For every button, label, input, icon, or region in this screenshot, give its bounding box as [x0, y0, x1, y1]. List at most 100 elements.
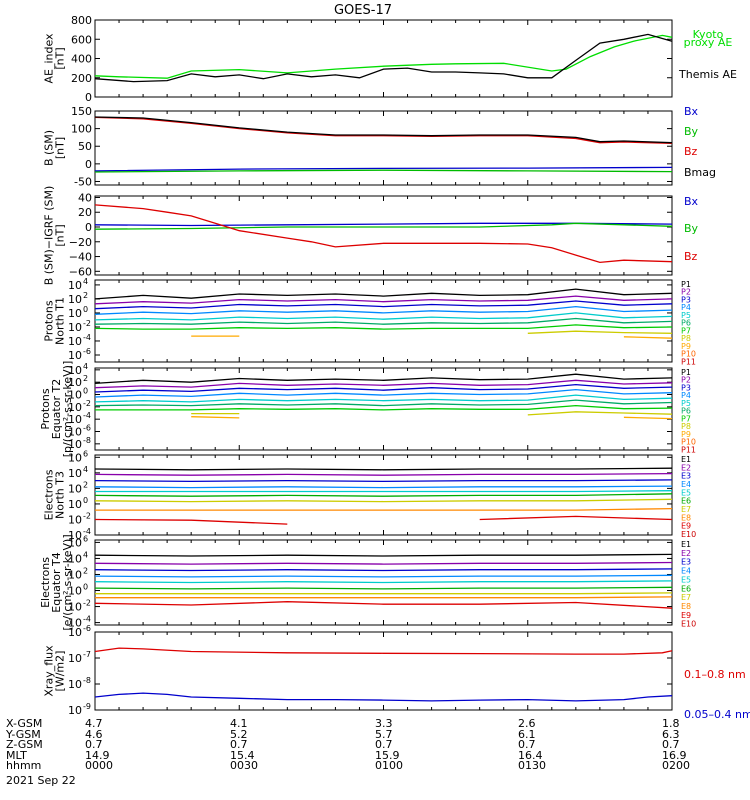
legend-entry: P11	[681, 445, 696, 454]
channel-p2	[94, 295, 673, 305]
channel-e2	[94, 472, 673, 476]
footer-value: 2.6	[518, 717, 536, 730]
y-tick-exponent: 0	[83, 387, 88, 396]
legend-entry: E3	[681, 472, 691, 481]
y-tick-label: 10	[68, 451, 82, 464]
y-tick-exponent: -6	[83, 347, 91, 356]
footer-value: 5.2	[230, 728, 248, 741]
legend-entry: P11	[681, 357, 696, 366]
footer-ephemeris: X-GSMY-GSMZ-GSMMLThhmm4.74.60.714.900004…	[5, 717, 690, 772]
legend-entry: P5	[681, 311, 691, 320]
legend-entry: P2	[681, 376, 691, 385]
footer-value: 0100	[375, 759, 403, 772]
channel-p5	[94, 312, 673, 321]
channel-p4	[94, 305, 673, 315]
footer-row-label: hhmm	[6, 759, 41, 772]
footer-value: 14.9	[85, 749, 110, 762]
series-bz	[94, 116, 673, 145]
footer-value: 15.4	[230, 749, 255, 762]
legend-entry: P4	[681, 303, 691, 312]
y-tick-label: 10	[68, 585, 82, 598]
date-label: 2021 Sep 22	[6, 774, 76, 787]
y-tick-label: 10	[68, 389, 82, 402]
series-by	[94, 169, 673, 173]
channel-e6	[94, 586, 673, 590]
channel-p9	[623, 416, 673, 420]
footer-value: 1.8	[662, 717, 680, 730]
channel-e4	[94, 574, 673, 578]
y-tick-exponent: -2	[83, 511, 91, 520]
legend-entry: E6	[681, 497, 691, 506]
footer-value: 4.7	[85, 717, 103, 730]
y-tick-label: -50	[74, 175, 92, 188]
y-tick-label: 10	[68, 652, 82, 665]
channel-e9	[94, 518, 288, 525]
y-tick-label: 20	[78, 206, 92, 219]
y-axis-label: Xray_flux[W/m2]	[43, 645, 67, 697]
series-bz	[94, 204, 673, 264]
footer-value: 0200	[662, 759, 690, 772]
channel-e1	[94, 467, 673, 471]
y-tick-exponent: -2	[83, 399, 91, 408]
y-tick-exponent: 2	[83, 374, 88, 383]
y-tick-label: 10	[68, 529, 82, 542]
y-tick-label: 10	[68, 678, 82, 691]
channel-e4	[94, 485, 673, 489]
channel-p8	[527, 411, 673, 416]
channel-p3	[94, 300, 673, 310]
channel-p3	[94, 383, 673, 393]
y-tick-exponent: -7	[83, 650, 91, 659]
y-tick-label: 10	[68, 601, 82, 614]
channel-e3	[94, 568, 673, 572]
legend-entry: E2	[681, 549, 691, 558]
y-axis-label: ProtonsNorth T1	[43, 297, 67, 345]
y-tick-label: 10	[68, 401, 82, 414]
y-tick-label: 10	[68, 513, 82, 526]
footer-value: 0030	[230, 759, 258, 772]
panel-frame	[94, 195, 673, 276]
channel-p6	[94, 317, 673, 325]
footer-value: 0000	[85, 759, 113, 772]
legend-entry: Bx	[684, 105, 699, 118]
channel-p6	[94, 399, 673, 407]
footer-value: 0.7	[375, 738, 393, 751]
y-tick-exponent: -6	[83, 424, 91, 433]
y-tick-label: 800	[71, 14, 92, 27]
y-tick-label: 150	[71, 105, 92, 118]
y-tick-exponent: -8	[83, 436, 91, 445]
legend-entry: P5	[681, 399, 691, 408]
footer-value: 16.4	[518, 749, 543, 762]
channel-e5	[95, 490, 673, 493]
panel-b_igrf: −60−40 −20 0 20 40 B (SM)−IGRF (SM)[nT] Bx By Bz	[43, 186, 699, 286]
legend-entry: P6	[681, 319, 691, 328]
legend-entry: E10	[681, 620, 696, 629]
legend-entry: E10	[681, 530, 696, 539]
y-tick-exponent: 4	[83, 362, 88, 371]
footer-value: 4.1	[230, 717, 248, 730]
y-tick-exponent: 6	[83, 534, 88, 543]
legend-entry: By	[684, 125, 699, 138]
footer-row-label: Z-GSM	[6, 738, 43, 751]
channel-p7	[95, 404, 673, 411]
panel-frame	[94, 631, 673, 711]
legend-entry: P10	[681, 350, 696, 359]
series-0-1-0-8-nm	[94, 647, 673, 655]
footer-value: 5.7	[375, 728, 393, 741]
y-tick-label: 10	[68, 307, 82, 320]
legend-entry: P8	[681, 422, 691, 431]
y-axis-label: ElectronsNorth T3	[43, 469, 67, 520]
legend-entry: 0.05–0.4 nm	[684, 708, 750, 721]
y-tick-exponent: -4	[83, 615, 91, 624]
legend-entry: E5	[681, 575, 691, 584]
legend-entry: P2	[681, 288, 691, 297]
y-axis-label: ProtonsEquator T2[p/(cm²-s-sr-keV)]	[39, 361, 74, 458]
channel-e8	[95, 507, 673, 511]
legend-entry: E7	[681, 593, 691, 602]
channel-e7	[95, 592, 673, 595]
y-tick-exponent: 0	[83, 305, 88, 314]
y-tick-label: 0	[85, 91, 92, 104]
legend-entry: E9	[681, 611, 691, 620]
y-axis-label: ElectronsEquator T4[e/(cm²-s-sr-keV)]	[39, 534, 74, 630]
y-tick-label: 50	[78, 140, 92, 153]
